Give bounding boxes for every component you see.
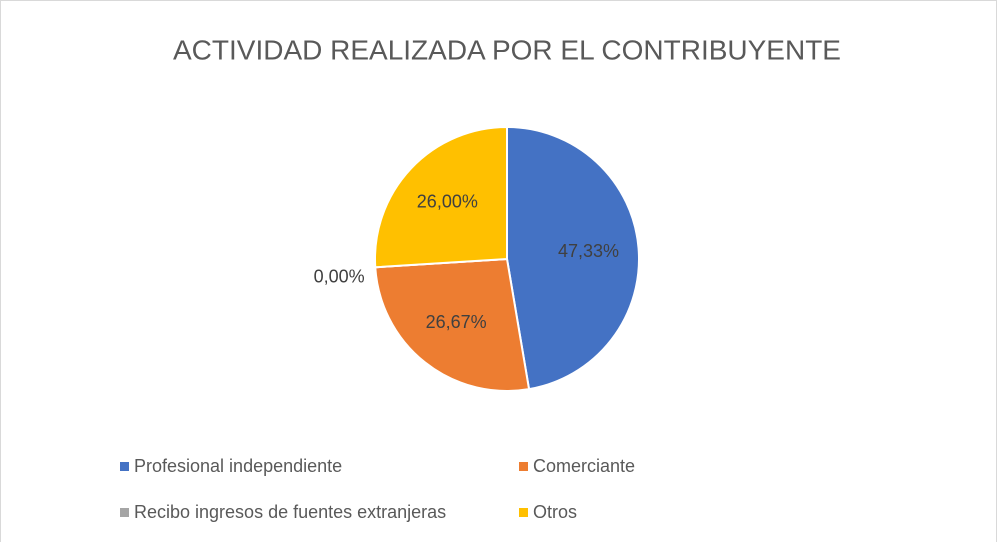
legend-swatch xyxy=(120,462,129,471)
data-label: 0,00% xyxy=(314,266,365,286)
data-label: 26,67% xyxy=(426,312,487,332)
chart-title: ACTIVIDAD REALIZADA POR EL CONTRIBUYENTE xyxy=(173,34,841,65)
legend-label: Comerciante xyxy=(533,456,635,476)
pie-slice xyxy=(374,257,531,392)
legend-swatch xyxy=(120,508,129,517)
legend-swatch xyxy=(519,462,528,471)
legend-label: Profesional independiente xyxy=(134,456,342,476)
data-label: 26,00% xyxy=(417,192,478,212)
legend-label: Otros xyxy=(533,502,577,522)
legend-label: Recibo ingresos de fuentes extranjeras xyxy=(134,502,446,522)
pie-slice xyxy=(506,125,640,391)
pie-slice xyxy=(374,125,508,269)
legend-swatch xyxy=(519,508,528,517)
data-label: 47,33% xyxy=(558,241,619,261)
